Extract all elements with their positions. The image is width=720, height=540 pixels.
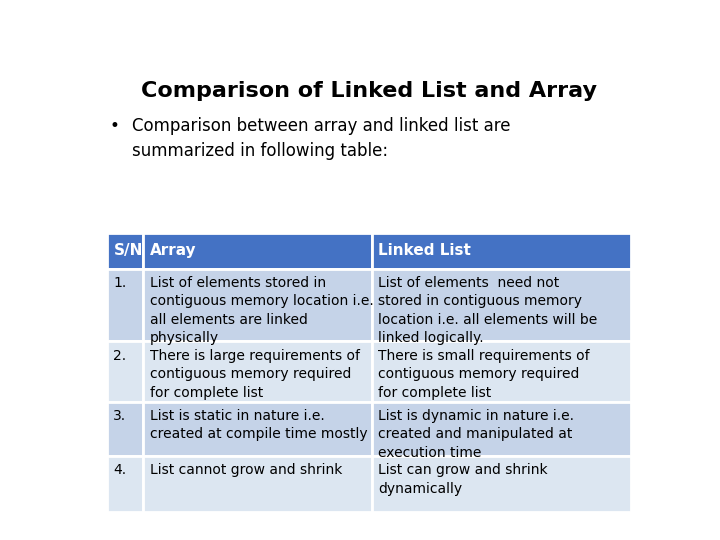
- Text: Comparison between array and linked list are
summarized in following table:: Comparison between array and linked list…: [132, 117, 510, 160]
- FancyBboxPatch shape: [372, 233, 631, 268]
- Text: S/N: S/N: [114, 244, 143, 258]
- FancyBboxPatch shape: [372, 456, 631, 512]
- FancyBboxPatch shape: [143, 268, 372, 341]
- Text: List is dynamic in nature i.e.
created and manipulated at
execution time: List is dynamic in nature i.e. created a…: [378, 409, 575, 460]
- Text: Comparison of Linked List and Array: Comparison of Linked List and Array: [141, 82, 597, 102]
- FancyBboxPatch shape: [107, 341, 143, 402]
- Text: •: •: [109, 117, 120, 135]
- Text: List cannot grow and shrink: List cannot grow and shrink: [150, 463, 343, 477]
- Text: List of elements  need not
stored in contiguous memory
location i.e. all element: List of elements need not stored in cont…: [378, 276, 598, 345]
- FancyBboxPatch shape: [143, 456, 372, 512]
- Text: 4.: 4.: [114, 463, 127, 477]
- Text: There is small requirements of
contiguous memory required
for complete list: There is small requirements of contiguou…: [378, 349, 590, 400]
- FancyBboxPatch shape: [143, 341, 372, 402]
- FancyBboxPatch shape: [143, 233, 372, 268]
- Text: Linked List: Linked List: [378, 244, 471, 258]
- FancyBboxPatch shape: [143, 402, 372, 456]
- FancyBboxPatch shape: [107, 402, 143, 456]
- FancyBboxPatch shape: [372, 402, 631, 456]
- Text: Array: Array: [150, 244, 197, 258]
- FancyBboxPatch shape: [107, 456, 143, 512]
- FancyBboxPatch shape: [107, 233, 143, 268]
- Text: List can grow and shrink
dynamically: List can grow and shrink dynamically: [378, 463, 548, 496]
- Text: List is static in nature i.e.
created at compile time mostly: List is static in nature i.e. created at…: [150, 409, 368, 442]
- Text: 2.: 2.: [114, 349, 127, 363]
- Text: List of elements stored in
contiguous memory location i.e.
all elements are link: List of elements stored in contiguous me…: [150, 276, 374, 345]
- Text: 3.: 3.: [114, 409, 127, 423]
- Text: 1.: 1.: [114, 276, 127, 290]
- FancyBboxPatch shape: [372, 268, 631, 341]
- Text: There is large requirements of
contiguous memory required
for complete list: There is large requirements of contiguou…: [150, 349, 360, 400]
- FancyBboxPatch shape: [107, 268, 143, 341]
- FancyBboxPatch shape: [372, 341, 631, 402]
